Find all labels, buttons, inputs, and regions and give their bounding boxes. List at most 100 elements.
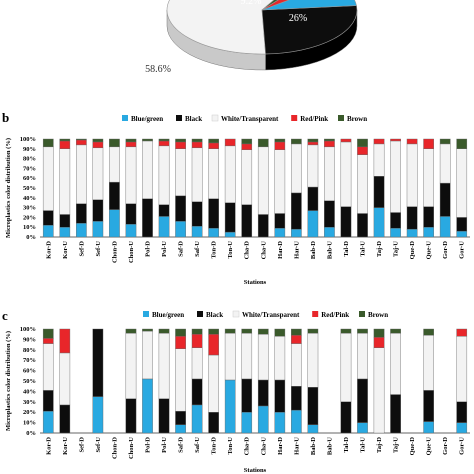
bar-segment-que-u-brown: [423, 328, 434, 336]
bar-segment-tal-u-white-transparent: [357, 154, 368, 214]
bar-segment-tal-d-black: [340, 401, 352, 434]
legend-swatch-red-pink: [291, 115, 298, 121]
bar-segment-pol-u-blue-green: [158, 216, 170, 238]
bar-segment-kor-d-brown: [42, 328, 54, 339]
bar-segment-pol-d-white-transparent: [142, 330, 153, 380]
bar-segment-cha-u-black: [257, 214, 269, 238]
bar-segment-cha-d-brown: [241, 328, 253, 334]
bar-segment-saf-u-white-transparent: [191, 347, 203, 380]
bar-segment-ton-d-red-pink: [208, 142, 219, 149]
bar-segment-har-d-black: [274, 379, 286, 413]
x-tick-label-taj-u: Taj-U: [393, 241, 400, 257]
y-tick-label: 100%: [20, 326, 36, 333]
bar-segment-bab-u-blue-green: [324, 226, 335, 238]
bar-segment-ton-d-white-transparent: [208, 148, 219, 199]
bar-segment-kor-d-red-pink: [42, 338, 54, 344]
bar-segment-gor-u-black: [456, 217, 468, 232]
bar-segment-pol-d-black: [142, 198, 153, 238]
bar-segment-gor-u-black: [456, 401, 468, 423]
y-tick-label: 40%: [23, 388, 36, 395]
bar-segment-saf-u-blue-green: [191, 404, 203, 434]
pie-data-label-black: 26%: [289, 13, 307, 24]
bar-segment-tal-d-black: [340, 206, 352, 238]
y-tick-label: 20%: [23, 214, 36, 221]
bar-segment-ton-d-black: [208, 412, 219, 434]
legend-swatch-brown: [338, 115, 344, 121]
bar-segment-kor-d-brown: [42, 138, 54, 148]
legend-swatch-brown: [359, 311, 365, 317]
bar-segment-gor-u-brown: [456, 138, 468, 150]
legend-swatch-red-pink: [312, 311, 319, 317]
bar-segment-que-d-black: [406, 206, 418, 230]
x-tick-label-bab-u: Bab-U: [326, 241, 333, 259]
legend-swatch-black: [176, 115, 182, 121]
legend-label-red-pink: Red/Pink: [321, 311, 349, 319]
bar-segment-chon-u-black: [125, 203, 137, 225]
y-tick-label: 20%: [23, 409, 36, 416]
legend-label-red-pink: Red/Pink: [300, 115, 328, 123]
bar-segment-gor-d-blue-green: [439, 216, 451, 238]
pie-slice-white-transparent: [166, 0, 275, 55]
bar-segment-pol-u-brown: [158, 328, 170, 334]
pie-slice-blue-green: [261, 0, 357, 11]
pie-data-label-blue-green: 9.2%: [241, 0, 262, 7]
legend-label-white-transparent: White/Transparent: [221, 115, 279, 123]
bar-segment-saf-d-black: [175, 410, 186, 425]
bar-segment-sef-u-blue-green: [92, 221, 104, 238]
x-tick-label-que-d: Que-D: [409, 437, 416, 456]
bar-segment-saf-d-white-transparent: [175, 148, 186, 197]
legend-label-black: Black: [206, 311, 223, 319]
x-tick-label-gor-d: Gor-D: [442, 241, 449, 259]
y-tick-label: 60%: [23, 368, 36, 375]
x-tick-label-taj-u: Taj-U: [393, 437, 400, 453]
bar-segment-que-u-blue-green: [423, 226, 434, 238]
bar-segment-taj-d-red-pink: [373, 337, 385, 348]
x-tick-label-tal-u: Tal-U: [360, 241, 367, 257]
bar-segment-chon-u-white-transparent: [125, 146, 137, 204]
bar-segment-bab-d-black: [307, 387, 319, 425]
x-tick-label-pol-u: Pol-U: [161, 437, 168, 453]
bar-segment-tal-d-red-pink: [340, 138, 352, 143]
bar-segment-sef-u-blue-green: [92, 396, 104, 434]
bar-segment-ton-d-black: [208, 198, 219, 229]
bar-segment-saf-d-brown: [175, 138, 186, 143]
pie-data-label-white-transparent: 58.6%: [145, 64, 171, 75]
x-tick-label-kor-d: Kor-D: [45, 241, 52, 259]
bar-segment-chon-u-brown: [125, 328, 137, 334]
y-tick-label: 80%: [23, 156, 36, 163]
x-tick-label-que-u: Que-U: [426, 241, 433, 260]
bar-segment-bab-d-white-transparent: [307, 332, 319, 388]
bar-segment-ton-u-white-transparent: [224, 145, 236, 203]
y-tick-label: 50%: [23, 378, 36, 385]
bar-segment-ton-d-white-transparent: [208, 354, 219, 413]
bar-segment-kor-d-black: [42, 390, 54, 412]
y-tick-label: 30%: [23, 399, 36, 406]
bar-segment-que-u-white-transparent: [423, 148, 434, 207]
bar-segment-bab-d-brown: [307, 138, 319, 143]
bar-segment-taj-u-brown: [390, 328, 401, 334]
y-tick-label: 80%: [23, 347, 36, 354]
bar-segment-pol-u-red-pink: [158, 140, 170, 147]
bar-segment-pol-u-brown: [158, 138, 170, 142]
x-tick-label-bab-d: Bab-D: [310, 437, 317, 455]
bar-segment-chon-u-brown: [125, 138, 137, 143]
legend-swatch-black: [197, 311, 203, 317]
bar-segment-taj-u-blue-green: [390, 227, 401, 238]
bar-segment-taj-d-brown: [373, 328, 385, 338]
bar-segment-saf-d-brown: [175, 328, 186, 337]
bar-segment-har-d-red-pink: [274, 141, 286, 150]
bar-segment-gor-d-brown: [439, 138, 451, 145]
legend-label-brown: Brown: [347, 115, 367, 123]
bar-segment-ton-u-blue-green: [224, 231, 236, 238]
bar-segment-bab-d-white-transparent: [307, 144, 319, 188]
legend-label-black: Black: [185, 115, 202, 123]
bar-segment-har-d-white-transparent: [274, 336, 286, 381]
bar-segment-taj-d-black: [373, 176, 385, 208]
bar-segment-saf-d-red-pink: [175, 336, 186, 349]
bar-segment-har-d-brown: [274, 328, 286, 337]
bar-segment-sef-d-black: [76, 203, 87, 224]
bar-segment-saf-u-black: [191, 378, 203, 406]
bar-segment-taj-d-white-transparent: [373, 143, 385, 177]
bar-segment-cha-u-white-transparent: [257, 334, 269, 381]
